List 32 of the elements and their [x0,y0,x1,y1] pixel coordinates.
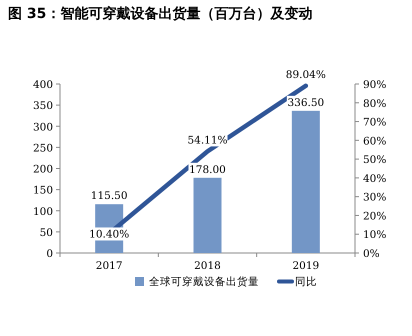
y-tick-label: 150 [32,184,53,197]
y2-tick-label: 20% [363,210,386,222]
chart-title: 图 35：智能可穿戴设备出货量（百万台）及变动 [8,5,312,22]
y2-tick-label: 90% [363,79,386,91]
y-tick-label: 50 [40,226,53,239]
bar [292,110,320,253]
data-label: 115.50 [90,190,128,202]
x-tick-label: 2019 [292,260,320,272]
legend-label: 同比 [295,275,317,288]
y2-tick-label: 30% [363,192,386,204]
data-label: 178.00 [189,164,226,176]
y2-tick-label: 60% [363,135,386,148]
y-tick-label: 300 [32,121,53,134]
bar [194,178,222,253]
y2-tick-label: 10% [363,229,386,242]
y-tick-label: 400 [32,79,53,91]
data-label: 54.11% [187,134,228,146]
x-tick-label: 2018 [194,260,221,272]
y-tick-label: 350 [32,100,53,112]
y2-tick-label: 40% [363,172,386,185]
data-label: 336.50 [287,96,324,109]
y-tick-label: 250 [32,142,53,154]
y-tick-label: 200 [32,164,53,176]
x-tick-label: 2017 [96,260,123,272]
y2-tick-label: 0% [363,248,380,260]
y2-tick-label: 50% [363,154,386,166]
y2-tick-label: 70% [363,116,386,129]
y2-tick-label: 80% [363,98,386,110]
data-label: 89.04% [286,68,326,81]
y-tick-label: 0 [46,248,53,260]
y-tick-label: 100 [32,206,53,218]
legend-label: 全球可穿戴设备出货量 [149,275,259,288]
